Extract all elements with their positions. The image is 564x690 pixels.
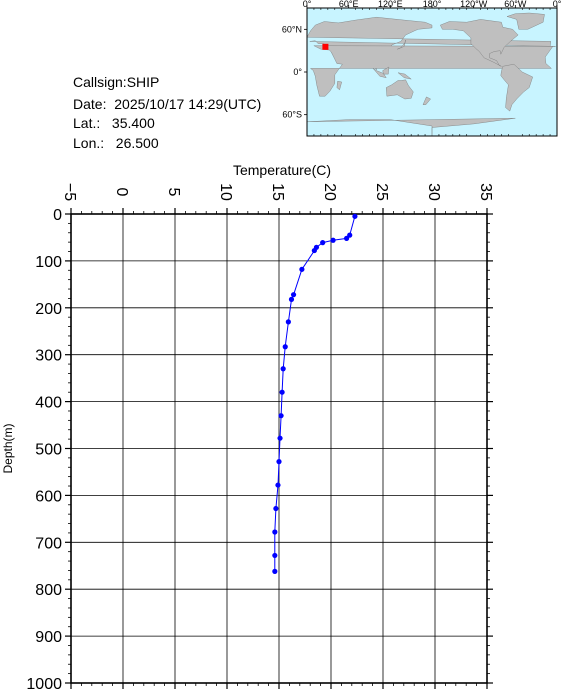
data-point [320, 240, 326, 246]
map-land [440, 19, 519, 67]
map-lat-label: 0° [293, 67, 302, 77]
data-point [277, 435, 283, 441]
data-point [272, 529, 278, 535]
profile-line [274, 216, 356, 572]
map-lon-label: 180° [423, 0, 442, 9]
date-text: Date: 2025/10/17 14:29(UTC) [73, 96, 262, 112]
x-tick-label: 20 [321, 183, 338, 201]
data-point [276, 459, 282, 465]
map-land [309, 45, 554, 97]
data-point [344, 235, 350, 241]
data-point [330, 237, 336, 243]
y-tick-label: 400 [35, 395, 62, 412]
map-lon-label: 0° [303, 0, 312, 9]
y-tick-label: 900 [35, 629, 62, 646]
x-axis-label: Temperature(C) [233, 162, 331, 178]
map-lat-label: 60°N [282, 24, 302, 34]
map-lon-label: 0° [553, 0, 562, 9]
map-land [397, 72, 412, 80]
data-point [290, 292, 297, 298]
data-point [272, 552, 278, 559]
y-tick-label: 0 [53, 207, 62, 224]
y-tick-label: 1000 [26, 676, 62, 690]
map-land [422, 96, 431, 105]
data-point [280, 366, 286, 372]
data-point [278, 413, 284, 419]
map-lon-label: 120°W [460, 0, 488, 9]
x-tick-label: 35 [477, 183, 494, 201]
x-tick-label: 5 [165, 188, 182, 197]
x-tick-label: 30 [425, 183, 442, 201]
y-tick-label: 800 [35, 582, 62, 599]
map-land [306, 118, 516, 136]
y-axis-label: Depth(m) [1, 423, 15, 473]
y-tick-label: 600 [35, 488, 62, 505]
latitude-text: Lat.: 35.400 [73, 115, 155, 131]
data-point [347, 232, 353, 238]
map-land [397, 39, 406, 50]
map-land [336, 80, 342, 91]
data-point [279, 389, 285, 395]
map-land [500, 63, 533, 112]
longitude-text: Lon.: 26.500 [73, 135, 159, 151]
y-tick-label: 700 [35, 535, 62, 552]
data-point [299, 266, 305, 272]
map-land [372, 68, 387, 79]
data-point [288, 296, 295, 302]
x-tick-label: 0 [113, 188, 130, 197]
x-tick-label: 25 [373, 183, 390, 201]
data-point [282, 344, 288, 350]
y-tick-label: 200 [35, 301, 62, 318]
map-lon-label: 120°E [378, 0, 403, 9]
map-lon-label: 60°W [504, 0, 527, 9]
data-point [352, 213, 358, 219]
data-point [272, 568, 278, 574]
y-tick-label: 300 [35, 348, 62, 365]
data-point [311, 247, 317, 254]
map-land [382, 66, 390, 75]
world-map: 0° 60°E 120°E 180° 120°W 60°W 0° 60°N 0° 60°S [282, 0, 562, 137]
map-land [506, 12, 545, 30]
x-tick-label: 10 [217, 183, 234, 201]
y-tick-label: 100 [35, 254, 62, 271]
callsign-text: Callsign:SHIP [73, 74, 160, 90]
map-land [385, 79, 414, 100]
y-tick-label: 500 [35, 442, 62, 459]
map-lat-label: 60°S [282, 110, 302, 120]
data-point [285, 319, 291, 325]
data-point [273, 505, 279, 512]
x-tick-label: −5 [61, 183, 78, 201]
x-tick-label: 15 [269, 183, 286, 201]
station-marker [322, 43, 329, 50]
map-lon-label: 60°E [339, 0, 359, 9]
data-point [275, 482, 281, 488]
